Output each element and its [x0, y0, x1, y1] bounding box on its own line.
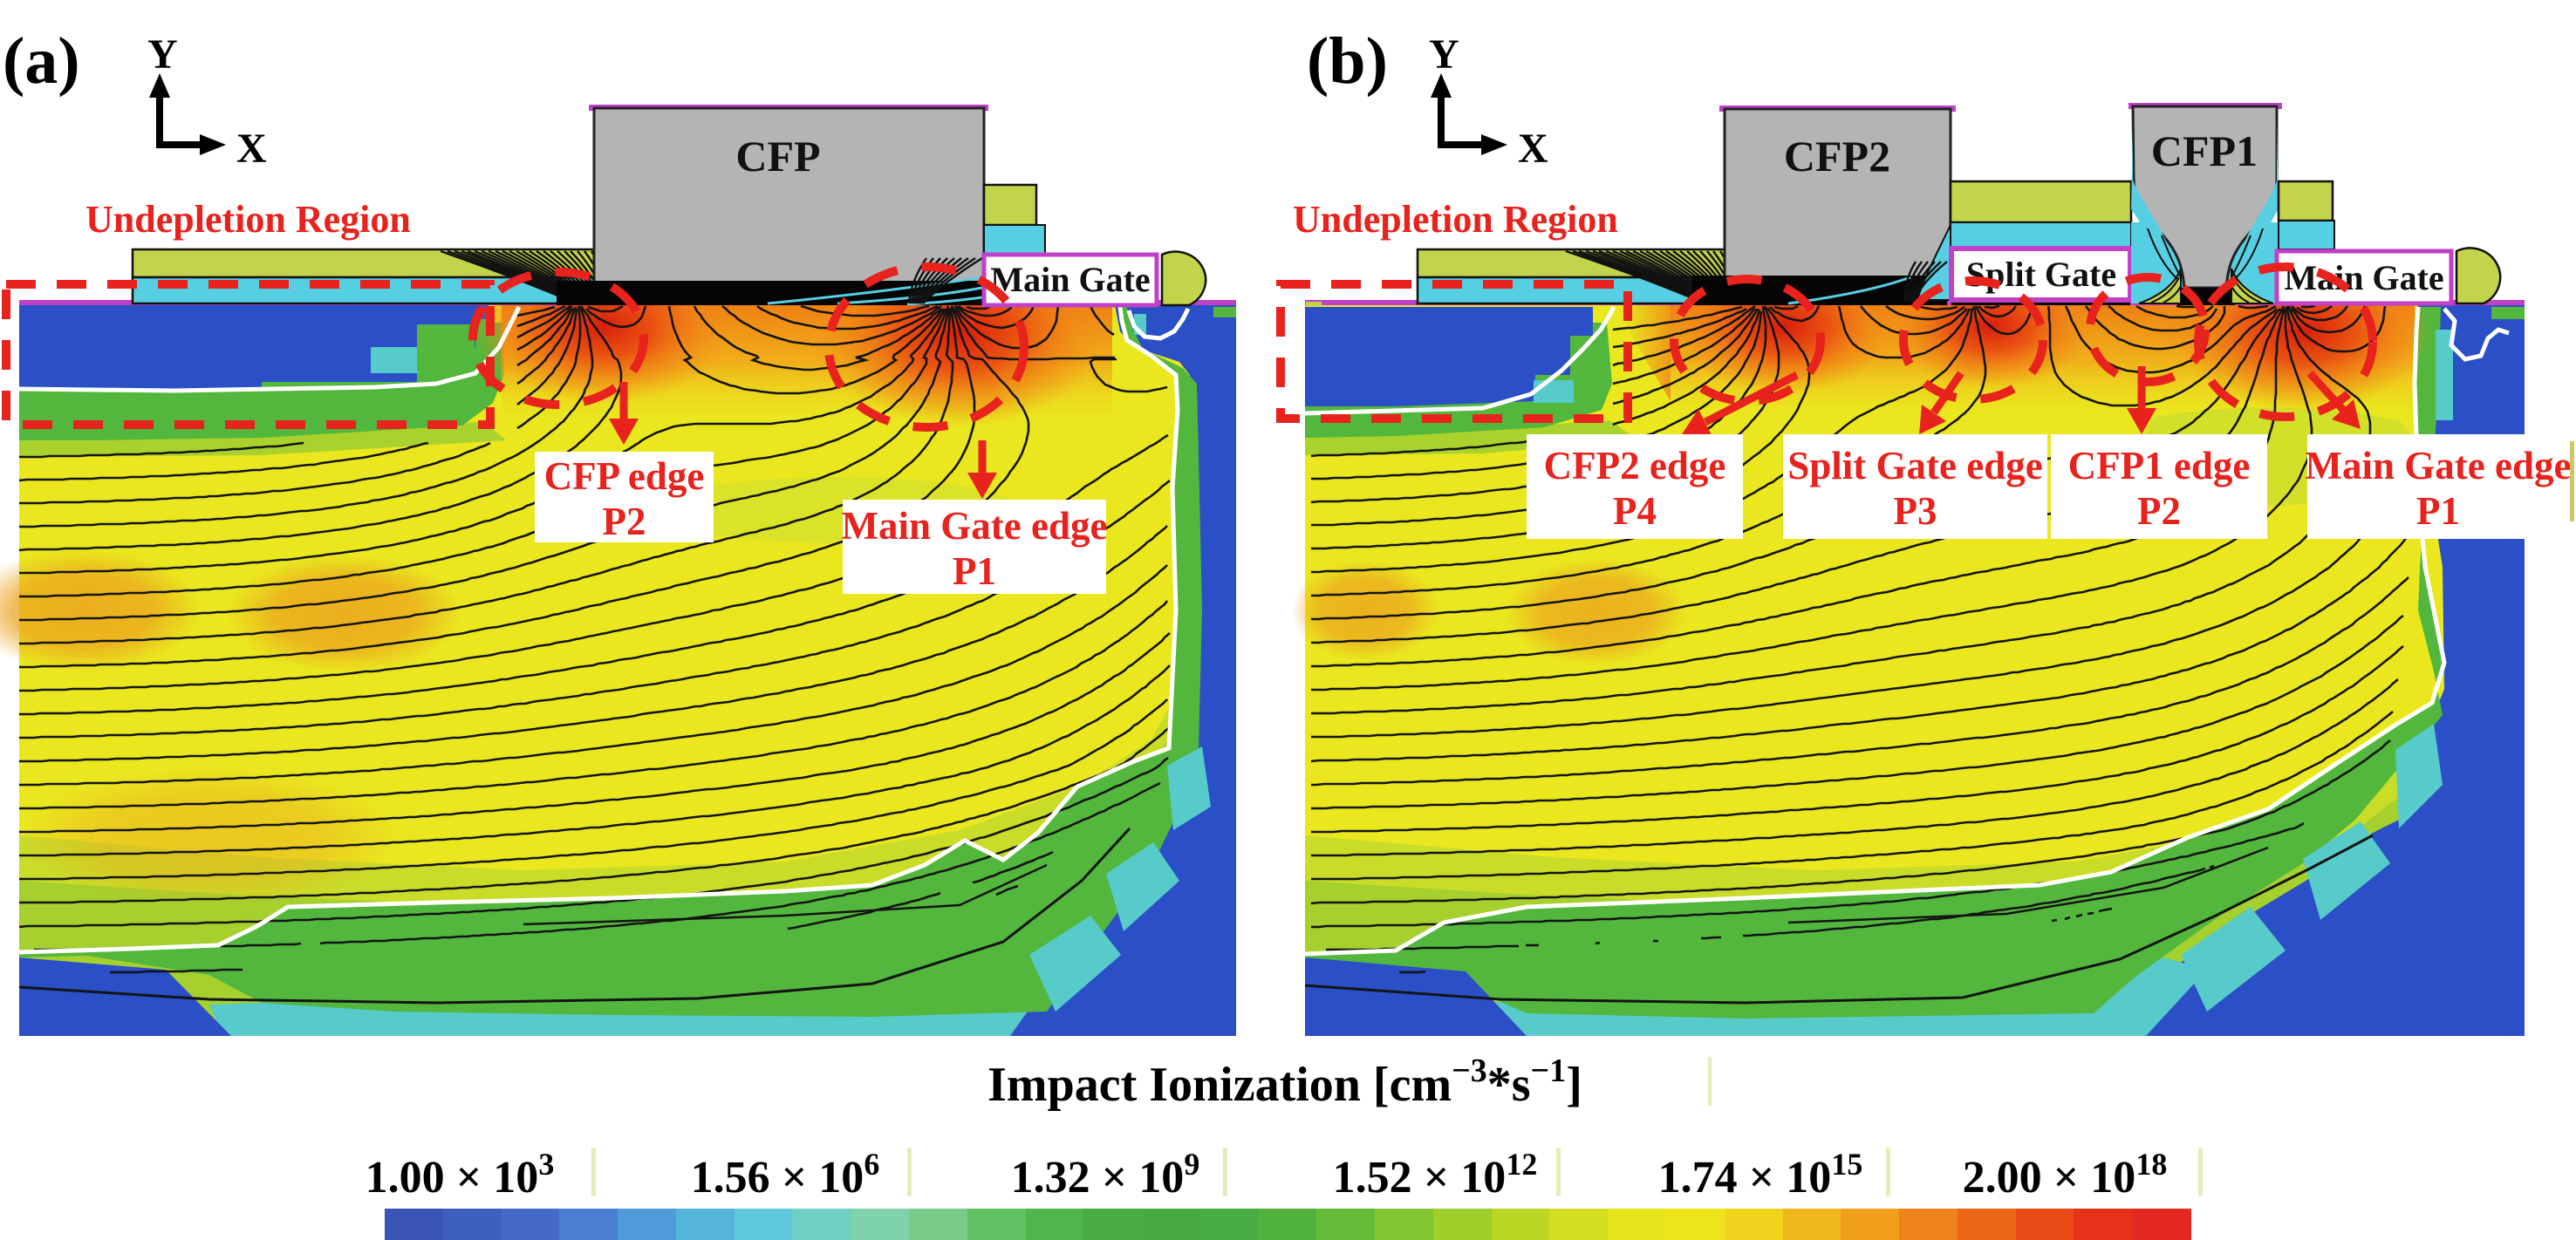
svg-text:1.32 × 109: 1.32 × 109	[1011, 1147, 1200, 1203]
svg-text:(a): (a)	[3, 24, 80, 98]
svg-text:X: X	[236, 126, 267, 172]
svg-text:CFP1 edge: CFP1 edge	[2068, 444, 2251, 487]
svg-text:CFP: CFP	[735, 132, 820, 181]
svg-text:Undepletion Region: Undepletion Region	[1293, 198, 1618, 241]
svg-text:CFP2 edge: CFP2 edge	[1544, 444, 1726, 487]
svg-text:1.52 × 1012: 1.52 × 1012	[1333, 1147, 1538, 1203]
svg-text:1.56 × 106: 1.56 × 106	[691, 1147, 880, 1203]
svg-text:Y: Y	[147, 31, 178, 78]
svg-text:P3: P3	[1894, 489, 1937, 533]
svg-text:CFP1: CFP1	[2151, 126, 2258, 175]
svg-text:P1: P1	[2416, 489, 2460, 533]
svg-text:CFP2: CFP2	[1784, 132, 1890, 181]
svg-text:P2: P2	[603, 500, 646, 543]
svg-text:Main Gate: Main Gate	[990, 260, 1150, 299]
svg-text:1.00 × 103: 1.00 × 103	[366, 1147, 555, 1203]
svg-text:Undepletion Region: Undepletion Region	[85, 198, 411, 241]
svg-text:Impact Ionization [cm−3*s−1]: Impact Ionization [cm−3*s−1]	[987, 1053, 1582, 1112]
svg-text:(b): (b)	[1307, 24, 1388, 98]
svg-text:CFP edge: CFP edge	[544, 454, 705, 498]
svg-text:Split Gate: Split Gate	[1966, 255, 2116, 294]
svg-text:Split Gate edge: Split Gate edge	[1787, 444, 2042, 487]
svg-text:1.74 × 1015: 1.74 × 1015	[1658, 1147, 1863, 1203]
svg-text:2.00 × 1018: 2.00 × 1018	[1963, 1147, 2168, 1203]
svg-text:P4: P4	[1613, 489, 1657, 533]
svg-text:Y: Y	[1429, 31, 1459, 78]
svg-text:P2: P2	[2137, 489, 2181, 533]
svg-text:Main Gate edge: Main Gate edge	[2306, 444, 2572, 487]
svg-text:Main Gate edge: Main Gate edge	[842, 504, 1108, 548]
svg-text:X: X	[1518, 126, 1548, 172]
svg-text:P1: P1	[953, 549, 996, 593]
svg-text:Main Gate: Main Gate	[2284, 258, 2443, 297]
